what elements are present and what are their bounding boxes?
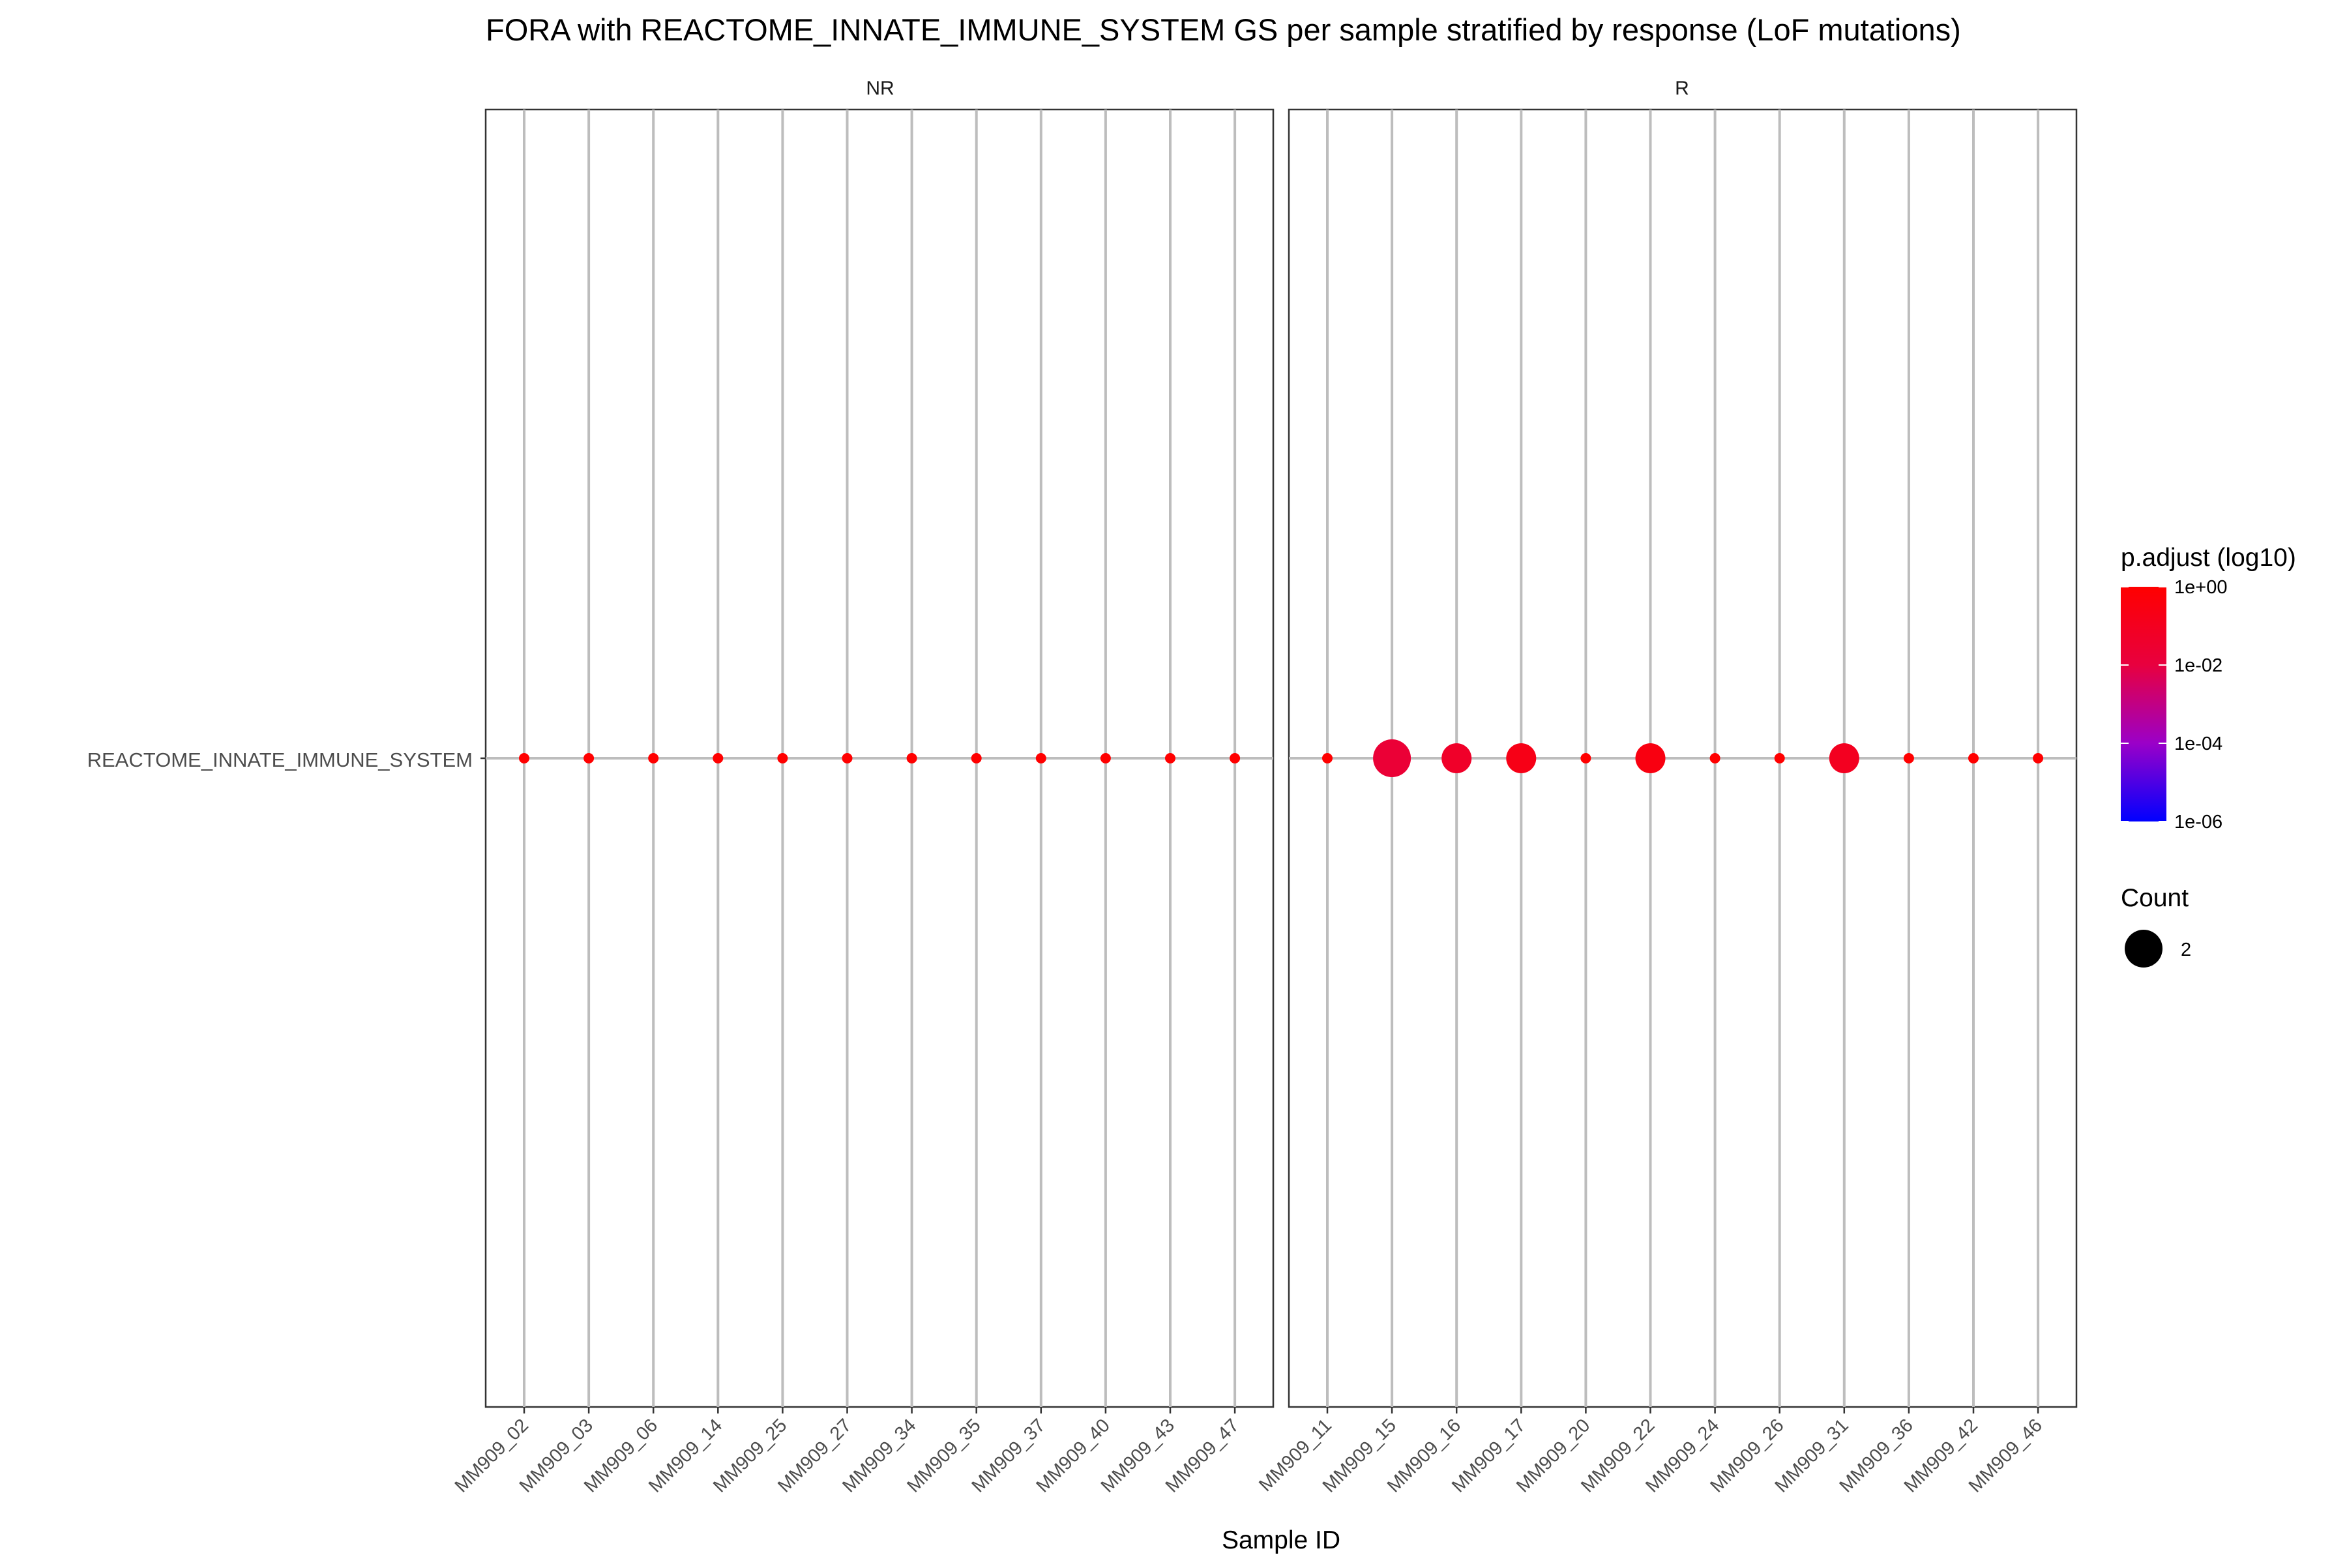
- data-point: [777, 753, 788, 763]
- data-point: [1506, 743, 1537, 773]
- color-legend: p.adjust (log10) 1e+00 1e-02 1e-04 1e-06: [2121, 544, 2296, 833]
- data-point: [1441, 743, 1472, 773]
- color-tick-label: 1e+00: [2174, 577, 2227, 598]
- facet-label-r: R: [1675, 78, 1689, 99]
- color-tick-label: 1e-02: [2174, 655, 2222, 676]
- data-point: [648, 753, 659, 763]
- data-point: [2033, 753, 2044, 763]
- data-point: [842, 753, 853, 763]
- data-point: [713, 753, 724, 763]
- color-tick-label: 1e-06: [2174, 812, 2222, 833]
- facet-panel-nr: MM909_02MM909_03MM909_06MM909_14MM909_25…: [451, 108, 1275, 1497]
- size-legend: Count 2: [2121, 884, 2191, 968]
- data-point: [1035, 753, 1046, 763]
- facet-panel-r: MM909_11MM909_15MM909_16MM909_17MM909_20…: [1255, 108, 2078, 1497]
- data-point: [1165, 753, 1175, 763]
- size-legend-title: Count: [2121, 884, 2189, 912]
- data-point: [1829, 743, 1859, 773]
- facet-label-nr: NR: [866, 78, 894, 99]
- color-legend-ticks: 1e+00 1e-02 1e-04 1e-06: [2121, 577, 2227, 833]
- chart-title: FORA with REACTOME_INNATE_IMMUNE_SYSTEM …: [486, 12, 1961, 47]
- data-point: [1230, 753, 1241, 763]
- data-point: [1322, 753, 1333, 763]
- data-point: [1968, 753, 1979, 763]
- data-point: [1903, 753, 1914, 763]
- size-legend-label: 2: [2181, 939, 2191, 960]
- data-point: [519, 753, 529, 763]
- color-legend-title: p.adjust (log10): [2121, 544, 2296, 572]
- y-tick-label: REACTOME_INNATE_IMMUNE_SYSTEM: [87, 748, 473, 771]
- data-point: [1580, 753, 1591, 763]
- data-point: [906, 753, 917, 763]
- x-axis-title: Sample ID: [1222, 1526, 1340, 1554]
- data-point: [1709, 753, 1720, 763]
- data-point: [1635, 743, 1666, 773]
- data-point: [971, 753, 982, 763]
- color-legend-bar: [2121, 587, 2166, 821]
- data-point: [1774, 753, 1785, 763]
- size-legend-key: [2125, 930, 2162, 968]
- plot-area: MM909_02MM909_03MM909_06MM909_14MM909_25…: [451, 108, 2078, 1497]
- data-point: [1373, 739, 1411, 777]
- data-point: [1100, 753, 1111, 763]
- color-tick-label: 1e-04: [2174, 733, 2222, 754]
- data-point: [583, 753, 595, 763]
